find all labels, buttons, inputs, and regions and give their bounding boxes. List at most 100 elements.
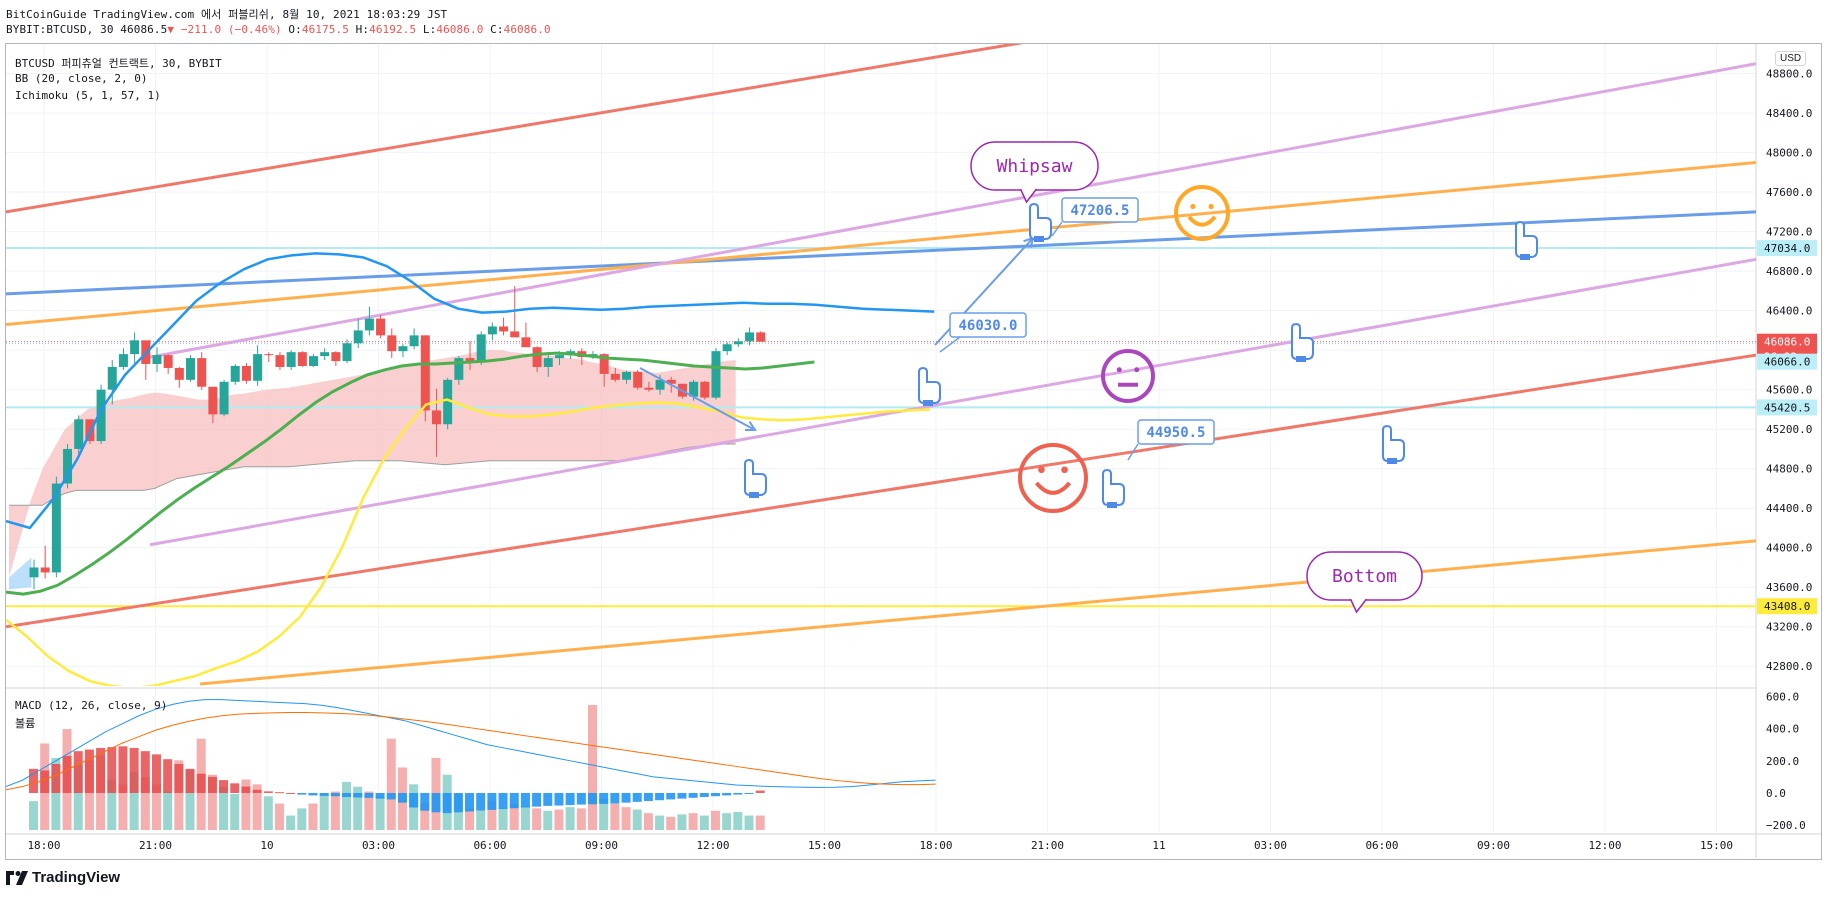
macd-histogram-bar bbox=[196, 773, 206, 793]
candle-body bbox=[745, 332, 755, 342]
macd-histogram-bar bbox=[73, 751, 83, 793]
smiley-face-icon-outline bbox=[1018, 443, 1088, 513]
volume-bar bbox=[465, 808, 475, 830]
whipsaw-callout[interactable]: Whipsaw bbox=[970, 141, 1099, 204]
macd-tick-label: 600.0 bbox=[1766, 690, 1799, 703]
candle-body bbox=[253, 354, 263, 381]
macd-histogram-bar bbox=[163, 759, 173, 793]
macd-histogram-bar bbox=[710, 792, 720, 797]
down-arrow-icon: ▼ bbox=[167, 23, 175, 36]
trend-lines[interactable] bbox=[6, 38, 1756, 686]
bottom-callout-tail bbox=[1349, 598, 1368, 614]
sleepy-face-icon-outline bbox=[1174, 185, 1230, 241]
macd-histogram-bar bbox=[520, 792, 530, 808]
open-label: O: bbox=[288, 23, 302, 36]
macd-histogram-bar bbox=[230, 783, 240, 793]
macd-histogram-bar bbox=[353, 792, 363, 798]
ichimoku-base-line bbox=[6, 351, 815, 596]
volume-bar bbox=[118, 784, 128, 830]
open-value: 46175.5 bbox=[301, 23, 349, 36]
volume-bar bbox=[632, 809, 642, 830]
candle bbox=[454, 356, 464, 385]
macd-histogram-bar bbox=[330, 792, 340, 797]
pointing-hand-icon bbox=[918, 366, 941, 406]
price-tag-bg bbox=[1757, 333, 1817, 350]
macd-histogram-bar bbox=[297, 792, 307, 795]
time-tick-label: 21:00 bbox=[1031, 839, 1064, 852]
high-value: 46192.5 bbox=[369, 23, 417, 36]
brand-name: TradingView bbox=[32, 869, 121, 886]
candle-body bbox=[63, 448, 73, 484]
smiley-face-icon bbox=[1018, 443, 1088, 513]
candle bbox=[309, 354, 318, 367]
volume-bar bbox=[252, 784, 262, 830]
volume-bar bbox=[588, 705, 597, 830]
trend-line bbox=[6, 353, 1756, 629]
candle bbox=[63, 444, 73, 489]
macd-tick-label: 200.0 bbox=[1766, 755, 1799, 768]
logo-icon bbox=[6, 870, 28, 885]
neutral-face-icon-eye bbox=[1134, 367, 1140, 373]
price-label-46030[interactable]: 46030.0 bbox=[949, 312, 1027, 338]
macd-histogram-bar bbox=[688, 792, 698, 798]
high-label: H: bbox=[355, 23, 370, 36]
volume-bar bbox=[230, 793, 240, 830]
price-tick-label: 46400.0 bbox=[1766, 305, 1812, 318]
volume-bar bbox=[263, 796, 273, 830]
candle-body bbox=[230, 365, 240, 382]
price-label-44950[interactable]: 44950.5 bbox=[1137, 419, 1215, 445]
price-tick-label: 45200.0 bbox=[1766, 423, 1812, 436]
price-axis[interactable]: 48800.0 48400.0 48000.0 47600.0 47200.0 46800… bbox=[1757, 68, 1817, 833]
candle bbox=[733, 338, 743, 348]
price-tag: 45420.5 bbox=[1757, 399, 1817, 416]
volume-bar bbox=[655, 815, 665, 830]
macd-histogram-bar bbox=[465, 792, 475, 812]
volume-bar bbox=[29, 801, 38, 830]
time-tick-label: 03:00 bbox=[362, 839, 395, 852]
whipsaw-callout-text: Whipsaw bbox=[997, 156, 1073, 177]
bollinger-upper bbox=[6, 252, 935, 530]
price-tick-label: 45600.0 bbox=[1766, 384, 1812, 397]
volume-bar bbox=[543, 810, 553, 830]
volume-bar bbox=[420, 803, 430, 830]
macd-line bbox=[6, 699, 936, 788]
time-tick-label: 06:00 bbox=[473, 839, 506, 852]
time-axis[interactable]: 18:00 21:00 10 03:00 06:00 09:00 12:00 15:00 18:… bbox=[27, 839, 1733, 852]
drawings[interactable]: 47206.5 46030.0 44950.5 Whipsaw Bottom bbox=[639, 141, 1538, 614]
bottom-callout[interactable]: Bottom bbox=[1306, 551, 1423, 614]
macd-histogram-bar bbox=[286, 792, 296, 794]
time-tick-label: 15:00 bbox=[1700, 839, 1733, 852]
volume-bar bbox=[241, 779, 251, 830]
candle-body bbox=[197, 358, 207, 387]
currency-badge[interactable]: USD bbox=[1775, 51, 1807, 66]
candle-body bbox=[208, 386, 218, 415]
price-label-44950-text: 44950.5 bbox=[1146, 425, 1205, 441]
macd-histogram-bar bbox=[554, 792, 564, 806]
price-label-47206[interactable]: 47206.5 bbox=[1061, 197, 1139, 223]
pointing-hand-icon-cuff bbox=[1387, 458, 1397, 464]
macd-histogram-bar bbox=[252, 789, 262, 793]
macd-histogram-bar bbox=[532, 792, 542, 807]
candle bbox=[96, 384, 106, 445]
macd-histogram-bar bbox=[62, 755, 72, 793]
macd-histogram-bar bbox=[174, 764, 184, 793]
candle-body bbox=[40, 567, 50, 573]
candle bbox=[364, 306, 374, 336]
candle bbox=[476, 331, 486, 365]
candle-body bbox=[644, 387, 654, 390]
candle bbox=[711, 348, 721, 400]
volume-bar bbox=[107, 779, 117, 830]
bottom-callout-text: Bottom bbox=[1332, 566, 1397, 587]
whipsaw-callout-tail bbox=[1019, 188, 1038, 204]
macd-histogram-bar bbox=[29, 768, 38, 793]
macd-histogram-bar bbox=[565, 792, 575, 806]
sleepy-face-icon-eye bbox=[1190, 203, 1196, 210]
down-arrow-drawing bbox=[639, 367, 756, 431]
pointing-hand-icon-shape bbox=[1102, 468, 1125, 506]
time-tick-label: 18:00 bbox=[919, 839, 952, 852]
macd-histogram-bar bbox=[409, 792, 419, 808]
macd-tick-label: 0.0 bbox=[1766, 787, 1786, 800]
volume-bar bbox=[219, 786, 229, 830]
time-tick-label: 03:00 bbox=[1254, 839, 1287, 852]
